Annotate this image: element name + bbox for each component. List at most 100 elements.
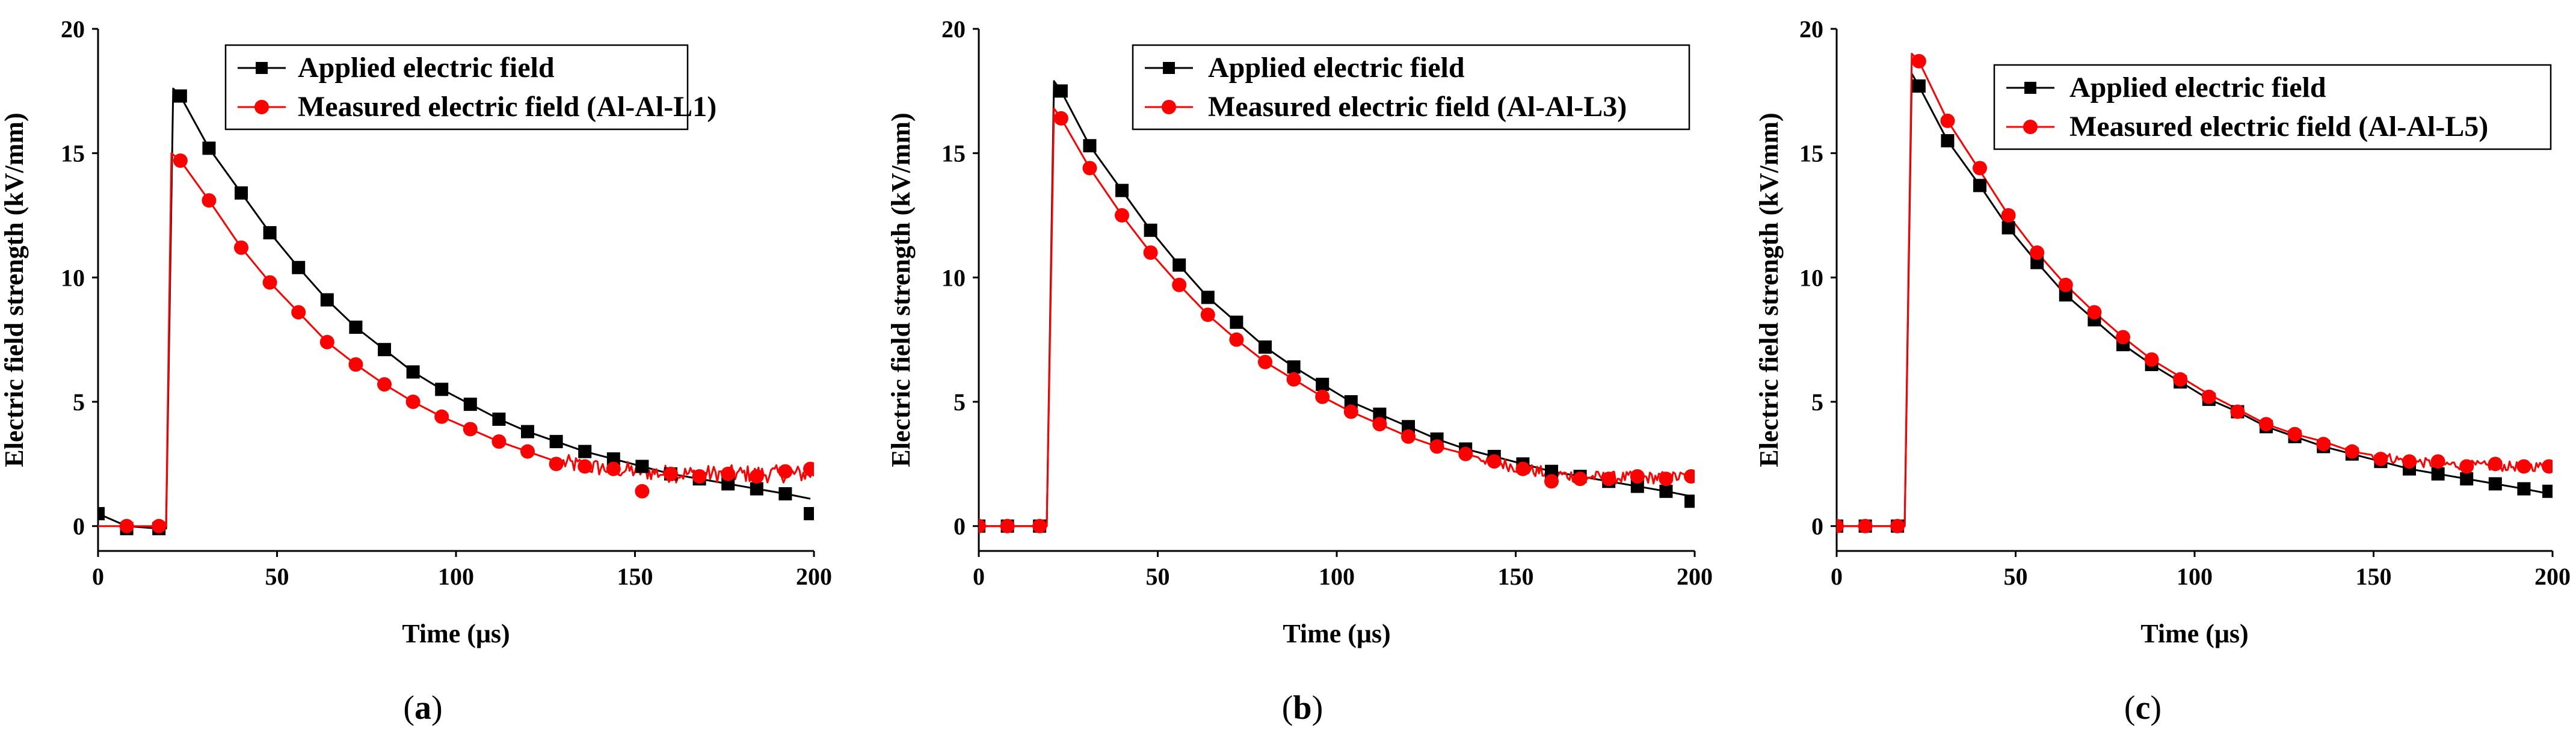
measured-field-marker	[2488, 457, 2503, 472]
measured-field-marker	[234, 240, 248, 255]
measured-field-marker	[152, 518, 167, 534]
measured-field-marker	[1890, 518, 1905, 534]
measured-field-marker	[1659, 472, 1674, 487]
measured-field-marker	[2058, 277, 2073, 292]
measured-field-marker	[1200, 307, 1215, 322]
y-tick-label: 20	[1799, 16, 1823, 43]
x-tick-label: 0	[92, 563, 104, 590]
measured-field-marker	[2430, 454, 2445, 469]
applied-field-marker	[492, 412, 506, 426]
legend-label-applied: Applied electric field	[1208, 52, 1465, 84]
applied-field-marker	[406, 365, 420, 379]
applied-field-marker	[1402, 420, 1415, 434]
x-tick-label: 200	[796, 563, 832, 590]
measured-field-marker	[2287, 426, 2302, 441]
y-axis-title: Electric field strength (kV/mm)	[0, 112, 29, 467]
applied-field-marker	[1144, 223, 1157, 237]
applied-field-marker	[1373, 407, 1387, 421]
x-tick-label: 0	[973, 563, 985, 590]
applied-field-marker	[1259, 340, 1272, 354]
x-axis-ticks: 0 50 100 150 200	[973, 551, 1713, 590]
applied-field-marker	[1287, 360, 1301, 374]
measured-field-marker	[405, 395, 421, 409]
x-axis-ticks: 0 50 100 150 200	[92, 551, 832, 590]
legend-marker-square	[1163, 62, 1175, 74]
measured-field-marker	[1032, 518, 1047, 534]
measured-field-marker	[291, 305, 306, 320]
measured-field-marker	[2316, 437, 2331, 452]
panel-label: c	[2136, 689, 2151, 727]
measured-field-marker	[2259, 417, 2273, 432]
applied-field-marker	[606, 452, 620, 466]
y-tick-label: 20	[941, 16, 966, 43]
series-markers	[98, 89, 814, 535]
measured-field-marker	[1630, 469, 1645, 484]
measured-field-marker	[1053, 111, 1068, 126]
measured-field-marker	[434, 409, 449, 424]
measured-field-marker	[1487, 454, 1502, 469]
y-axis-ticks: 0 5 10 15 20	[61, 16, 98, 540]
x-axis-ticks: 0 50 100 150 200	[1831, 551, 2571, 590]
legend: Applied electric field Measured electric…	[1993, 64, 2552, 150]
applied-field-marker	[1684, 494, 1695, 508]
measured-field-marker	[721, 466, 736, 481]
measured-field-marker	[1000, 518, 1015, 534]
applied-field-marker	[320, 293, 334, 307]
legend-label-measured: Measured electric field (Al-Al-L5)	[2069, 111, 2488, 143]
applied-field-marker	[1659, 484, 1673, 498]
measured-field-marker	[1143, 245, 1158, 260]
y-tick-label: 5	[73, 389, 85, 416]
measured-field-marker	[778, 464, 793, 479]
x-tick-label: 100	[1319, 563, 1355, 590]
measured-field-marker	[1229, 332, 1244, 347]
measured-field-marker	[2116, 330, 2130, 345]
applied-field-marker	[2542, 484, 2553, 498]
measured-field-marker	[578, 459, 593, 474]
applied-field-marker	[1230, 315, 1243, 329]
applied-field-marker	[1316, 378, 1330, 392]
measured-field-marker	[262, 275, 277, 290]
panel-caption: (a)	[403, 689, 442, 727]
legend: Applied electric field Measured electric…	[1132, 44, 1690, 131]
applied-field-marker	[2488, 477, 2502, 491]
measured-field-marker	[2459, 459, 2474, 474]
legend-label-applied: Applied electric field	[298, 52, 555, 84]
series-markers	[1837, 54, 2553, 534]
measured-field-marker	[2373, 452, 2388, 467]
measured-field-marker	[1343, 404, 1358, 419]
applied-field-marker	[635, 460, 649, 473]
applied-field-marker	[378, 343, 391, 357]
applied-field-marker	[2030, 256, 2044, 269]
chart-panel-b: 0 5 10 15 20 0 50 100 150 200 Time (μs) Electric…	[886, 16, 1713, 727]
chart-panel-c: 0 5 10 15 20 0 50 100 150 200 Time (μs) Electric…	[1754, 16, 2571, 727]
measured-field-marker	[2144, 352, 2159, 367]
x-tick-label: 50	[265, 563, 289, 590]
measured-field-marker	[1911, 54, 1926, 69]
x-axis-title: Time (μs)	[1283, 619, 1390, 648]
measured-field-marker	[1837, 518, 1844, 534]
panel-label: a	[414, 689, 431, 727]
legend: Applied electric field Measured electric…	[224, 44, 716, 131]
applied-field-marker	[750, 482, 763, 496]
measured-field-marker	[2001, 208, 2016, 223]
applied-field-marker	[1054, 84, 1068, 98]
measured-field-marker	[1082, 161, 1097, 176]
measured-field-marker	[1973, 161, 1987, 176]
measured-field-marker	[377, 377, 392, 392]
applied-field-marker	[578, 444, 592, 458]
applied-field-marker	[721, 477, 735, 491]
measured-field-marker	[1286, 372, 1301, 387]
measured-field-marker	[2516, 459, 2531, 474]
measured-field-marker	[319, 334, 334, 349]
legend-box	[1993, 64, 2552, 150]
legend-marker-circle	[2023, 120, 2038, 134]
applied-field-marker	[1912, 79, 1926, 93]
applied-field-marker	[202, 141, 216, 155]
measured-field-marker	[173, 153, 188, 168]
measured-field-marker	[2230, 404, 2245, 419]
measured-field-marker	[606, 461, 621, 476]
measured-field-marker	[1858, 518, 1873, 534]
legend-label-measured: Measured electric field (Al-Al-L3)	[1208, 91, 1627, 123]
y-tick-label: 20	[61, 16, 85, 43]
measured-field-marker	[549, 457, 564, 472]
